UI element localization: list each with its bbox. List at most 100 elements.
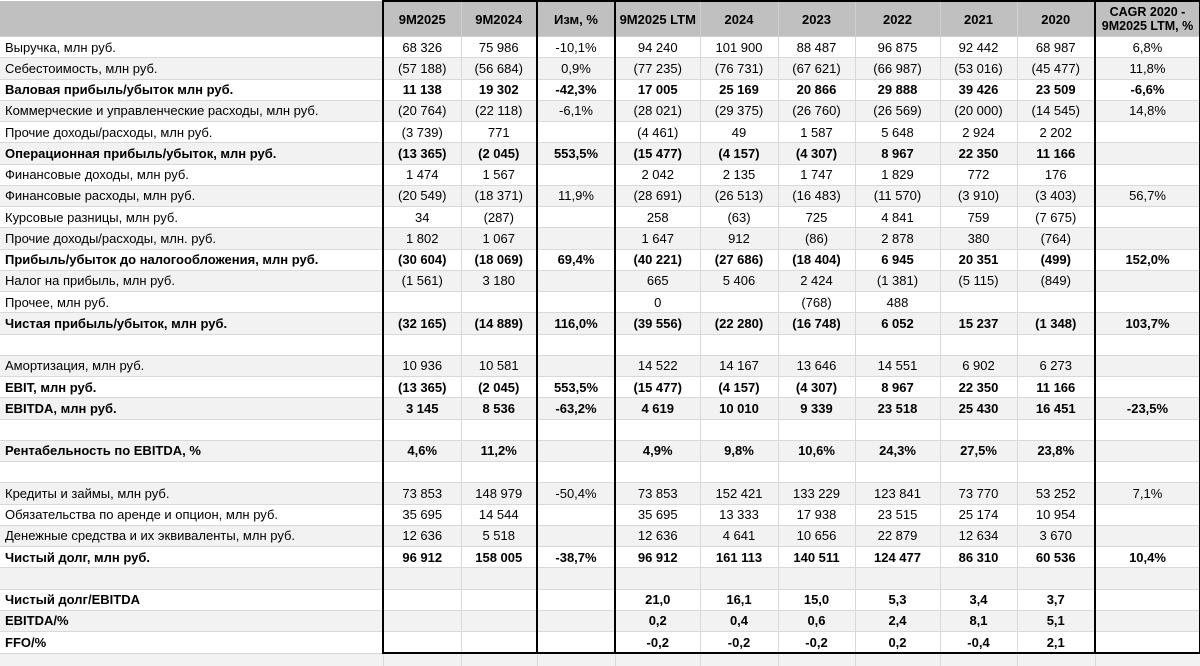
- value-cell: [699, 567, 778, 590]
- value-cell: -63,2%: [536, 397, 615, 420]
- value-cell: (18 069): [460, 249, 537, 271]
- value-cell: 11 166: [1016, 142, 1095, 165]
- value-cell: [939, 567, 1017, 590]
- table-row: Денежные средства и их эквиваленты, млн …: [0, 525, 1200, 548]
- row-label: EBITDA, млн руб.: [0, 397, 383, 420]
- value-cell: 1 067: [460, 227, 537, 250]
- column-header-2020: 2020: [1016, 0, 1095, 37]
- value-cell: 759: [939, 206, 1017, 229]
- row-label: Выручка, млн руб.: [0, 36, 383, 59]
- value-cell: [536, 419, 615, 441]
- value-cell: 17 005: [614, 79, 700, 101]
- value-cell: 4,9%: [614, 440, 700, 463]
- row-label: Чистый долг, млн руб.: [0, 546, 383, 569]
- value-cell: (57 188): [382, 57, 461, 80]
- value-cell: [460, 291, 537, 314]
- value-cell: -10,1%: [536, 36, 615, 59]
- tail-cell: [699, 653, 778, 666]
- value-cell: 23 515: [854, 504, 940, 526]
- table-row: Финансовые расходы, млн руб. (20 549) (18 …: [0, 185, 1200, 208]
- table-row: Валовая прибыль/убыток млн руб. 11 138 19 …: [0, 79, 1200, 101]
- value-cell: 14,8%: [1094, 100, 1200, 123]
- value-cell: -38,7%: [536, 546, 615, 569]
- value-cell: [699, 461, 778, 484]
- value-cell: 10 581: [460, 355, 537, 378]
- value-cell: (3 739): [382, 121, 461, 144]
- table-tail: [0, 653, 1200, 666]
- value-cell: (26 760): [777, 100, 855, 123]
- value-cell: 49: [699, 121, 778, 144]
- value-cell: 1 567: [460, 164, 537, 186]
- row-label: [0, 567, 383, 590]
- value-cell: 16,1: [699, 589, 778, 611]
- value-cell: [1094, 504, 1200, 526]
- value-cell: -6,6%: [1094, 79, 1200, 101]
- value-cell: 8 536: [460, 397, 537, 420]
- value-cell: (16 748): [777, 312, 855, 335]
- value-cell: (13 365): [382, 376, 461, 399]
- value-cell: 6,8%: [1094, 36, 1200, 59]
- value-cell: 3 180: [460, 270, 537, 293]
- value-cell: 6 273: [1016, 355, 1095, 378]
- value-cell: (26 569): [854, 100, 940, 123]
- value-cell: (1 381): [854, 270, 940, 293]
- table-row: Финансовые доходы, млн руб. 1 474 1 567 2 0…: [0, 164, 1200, 186]
- value-cell: (4 157): [699, 142, 778, 165]
- value-cell: [536, 206, 615, 229]
- table-row: Кредиты и займы, млн руб. 73 853 148 979 -5…: [0, 482, 1200, 505]
- value-cell: [536, 589, 615, 611]
- tail-cell: [0, 653, 383, 666]
- value-cell: 116,0%: [536, 312, 615, 335]
- value-cell: [939, 461, 1017, 484]
- value-cell: 11,9%: [536, 185, 615, 208]
- value-cell: 24,3%: [854, 440, 940, 463]
- value-cell: (76 731): [699, 57, 778, 80]
- value-cell: 23 509: [1016, 79, 1095, 101]
- value-cell: [777, 419, 855, 441]
- value-cell: 725: [777, 206, 855, 229]
- value-cell: 14 551: [854, 355, 940, 378]
- value-cell: 912: [699, 227, 778, 250]
- value-cell: 53 252: [1016, 482, 1095, 505]
- tail-cell: [614, 653, 700, 666]
- row-label: Операционная прибыль/убыток, млн руб.: [0, 142, 383, 165]
- value-cell: 2 424: [777, 270, 855, 293]
- value-cell: [854, 461, 940, 484]
- value-cell: 176: [1016, 164, 1095, 186]
- value-cell: 27,5%: [939, 440, 1017, 463]
- value-cell: 11,2%: [460, 440, 537, 463]
- value-cell: (28 691): [614, 185, 700, 208]
- value-cell: 2 042: [614, 164, 700, 186]
- row-label: EBITDA/%: [0, 610, 383, 633]
- value-cell: 1 829: [854, 164, 940, 186]
- table-row: Прибыль/убыток до налогообложения, млн р…: [0, 249, 1200, 271]
- tail-cell: [854, 653, 940, 666]
- column-header-2024: 2024: [699, 0, 778, 37]
- table-row: Чистая прибыль/убыток, млн руб. (32 165)(…: [0, 312, 1200, 335]
- table-row: Прочие доходы/расходы, млн. руб. 1 802 1 0…: [0, 227, 1200, 250]
- value-cell: [1094, 567, 1200, 590]
- row-label: Обязательства по аренде и опцион, млн ру…: [0, 504, 383, 526]
- value-cell: 4 641: [699, 525, 778, 548]
- value-cell: (2 045): [460, 376, 537, 399]
- value-cell: 3,4: [939, 589, 1017, 611]
- value-cell: 152,0%: [1094, 249, 1200, 271]
- value-cell: 6 052: [854, 312, 940, 335]
- row-label: Налог на прибыль, млн руб.: [0, 270, 383, 293]
- table-body: Выручка, млн руб. 68 326 75 986 -10,1% 94 24…: [0, 36, 1200, 655]
- value-cell: 6 945: [854, 249, 940, 271]
- tail-cell: [777, 653, 855, 666]
- row-label: Финансовые доходы, млн руб.: [0, 164, 383, 186]
- value-cell: [1094, 291, 1200, 314]
- value-cell: 11,8%: [1094, 57, 1200, 80]
- value-cell: [460, 461, 537, 484]
- value-cell: 2,4: [854, 610, 940, 633]
- value-cell: [460, 334, 537, 356]
- value-cell: [382, 589, 461, 611]
- value-cell: 15 237: [939, 312, 1017, 335]
- value-cell: [1094, 631, 1200, 655]
- value-cell: 96 875: [854, 36, 940, 59]
- value-cell: (4 157): [699, 376, 778, 399]
- value-cell: 161 113: [699, 546, 778, 569]
